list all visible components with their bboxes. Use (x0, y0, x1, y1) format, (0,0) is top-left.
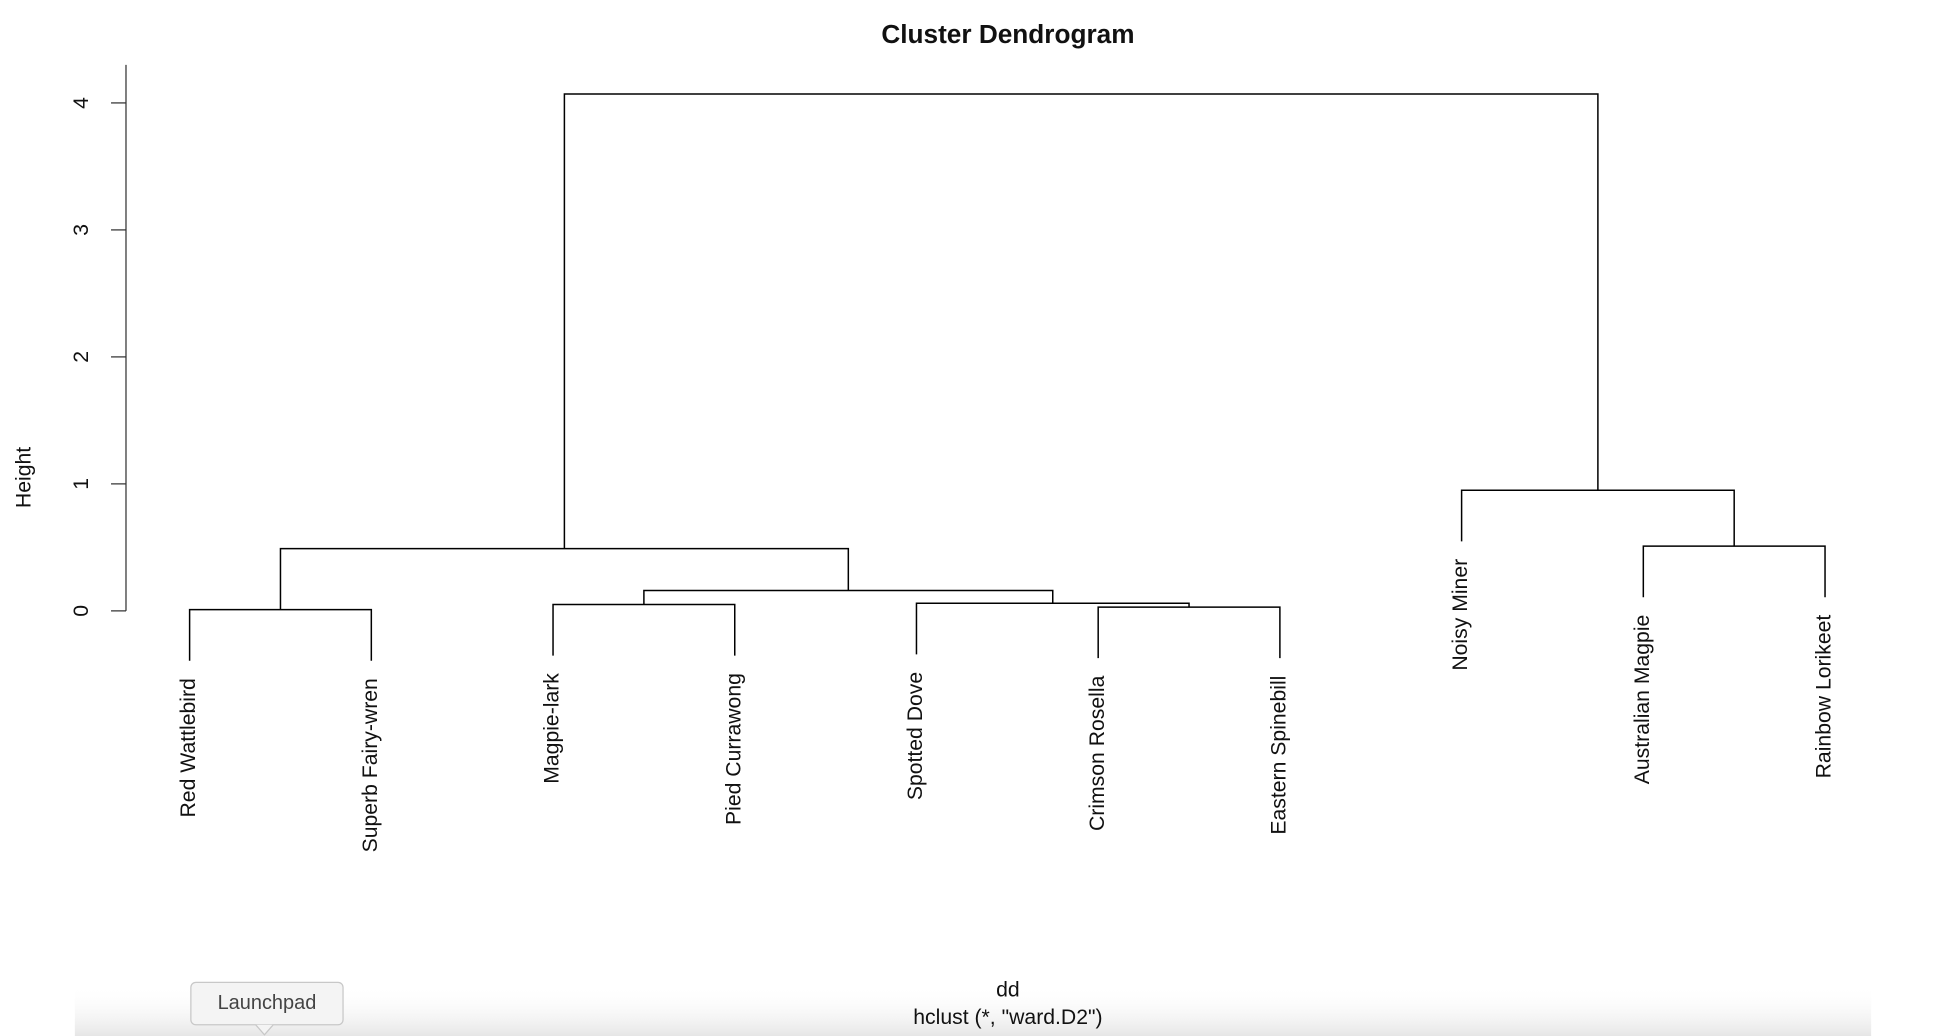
leaf-label: Red Wattlebird (177, 678, 200, 817)
y-tick-label: 2 (70, 351, 93, 363)
merge-link (188, 608, 373, 661)
leaf-label: Pied Currawong (722, 673, 745, 825)
leaf-label: Superb Fairy-wren (359, 678, 382, 852)
tooltip-text: Launchpad (218, 992, 317, 1014)
leaf-label: Noisy Miner (1449, 559, 1472, 671)
y-tick-label: 0 (70, 605, 93, 617)
subtitle: hclust (*, "ward.D2") (913, 1006, 1102, 1029)
chart-title: Cluster Dendrogram (881, 19, 1134, 49)
merge-link (1097, 606, 1281, 659)
leaf-label: Crimson Rosella (1086, 675, 1109, 831)
y-tick-label: 3 (70, 224, 93, 236)
merge-link (1642, 545, 1826, 598)
leaf-label: Spotted Dove (904, 672, 927, 800)
merge-link (1460, 489, 1735, 547)
tooltip: Launchpad (190, 981, 344, 1036)
leaf-label: Magpie-lark (541, 673, 564, 784)
leaf-label: Australian Magpie (1631, 615, 1654, 785)
dock-shade (74, 984, 1872, 1036)
merge-link (915, 602, 1190, 655)
leaf-label: Eastern Spinebill (1267, 676, 1290, 835)
merge-link (279, 547, 850, 610)
tooltip-pointer (255, 1024, 274, 1036)
x-axis-label: dd (996, 979, 1020, 1002)
y-tick-label: 1 (70, 478, 93, 490)
y-axis-label: Height (13, 447, 36, 508)
merge-link (563, 93, 1599, 549)
merge-link (643, 589, 1054, 605)
merge-link (552, 603, 736, 656)
y-tick-label: 4 (70, 97, 93, 109)
leaf-label: Rainbow Lorikeet (1813, 615, 1836, 779)
